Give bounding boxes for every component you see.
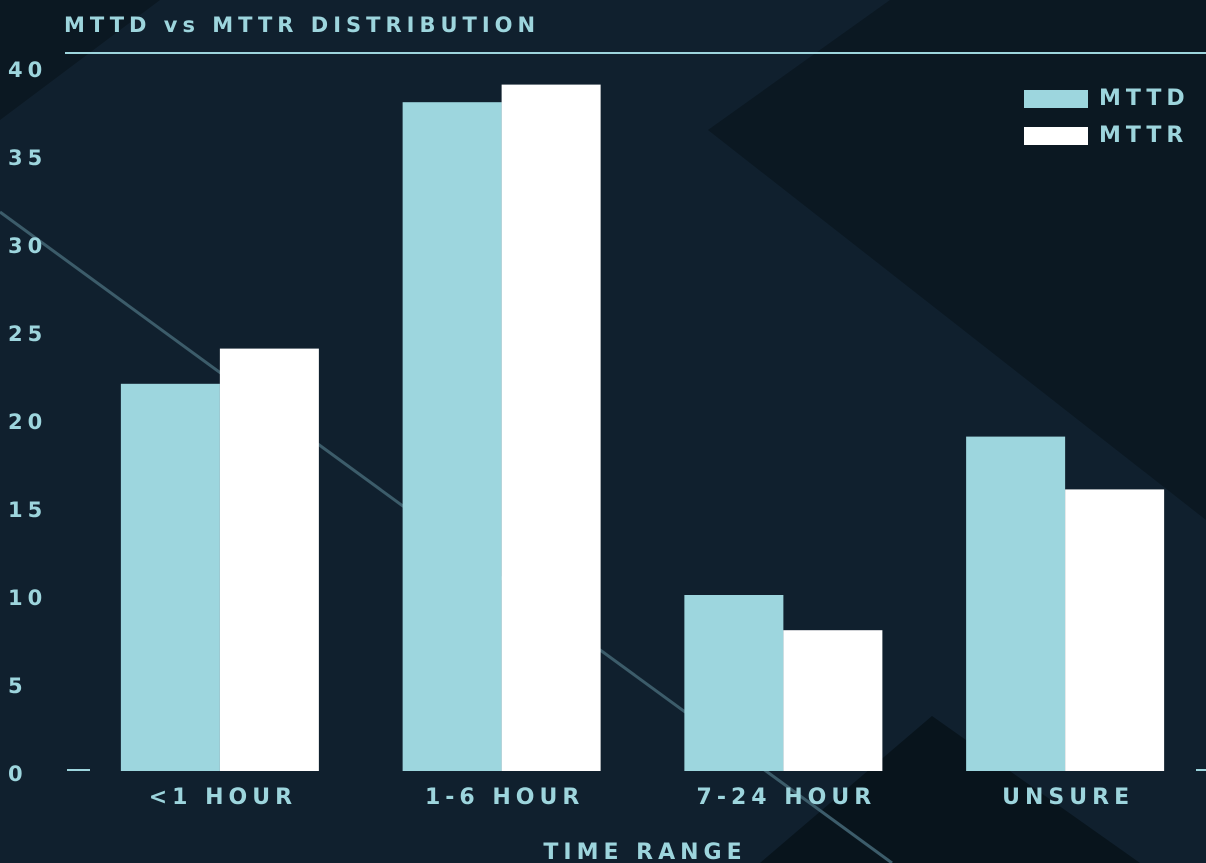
legend-label: MTTR [1099,123,1188,148]
bar [783,630,883,771]
legend-swatch [1024,90,1088,108]
y-tick-label: 15 [8,498,47,522]
chart-title: MTTD vs MTTR DISTRIBUTION [64,13,540,37]
y-tick-label: 30 [8,234,47,258]
y-tick-label: 10 [8,586,47,610]
y-tick-label: 20 [8,410,47,434]
y-tick-label: 40 [8,58,47,82]
y-tick-label: 0 [8,762,28,786]
legend-label: MTTD [1099,86,1190,111]
y-tick-label: 5 [8,674,28,698]
x-axis-label: TIME RANGE [543,840,746,863]
y-tick-label: 35 [8,146,47,170]
bar [966,436,1066,771]
x-tick-label: 7-24 HOUR [697,785,877,810]
bar [501,84,601,772]
x-tick-label: UNSURE [1002,785,1134,810]
bar [402,102,502,771]
bar [120,383,220,771]
legend-swatch [1024,127,1088,145]
decor [760,716,1140,863]
decor [0,0,160,120]
bar [219,348,319,771]
x-tick-label: 1-6 HOUR [425,785,584,810]
x-tick-label: <1 HOUR [149,785,297,810]
bar [684,595,784,771]
bar [1065,489,1165,771]
y-tick-label: 25 [8,322,47,346]
